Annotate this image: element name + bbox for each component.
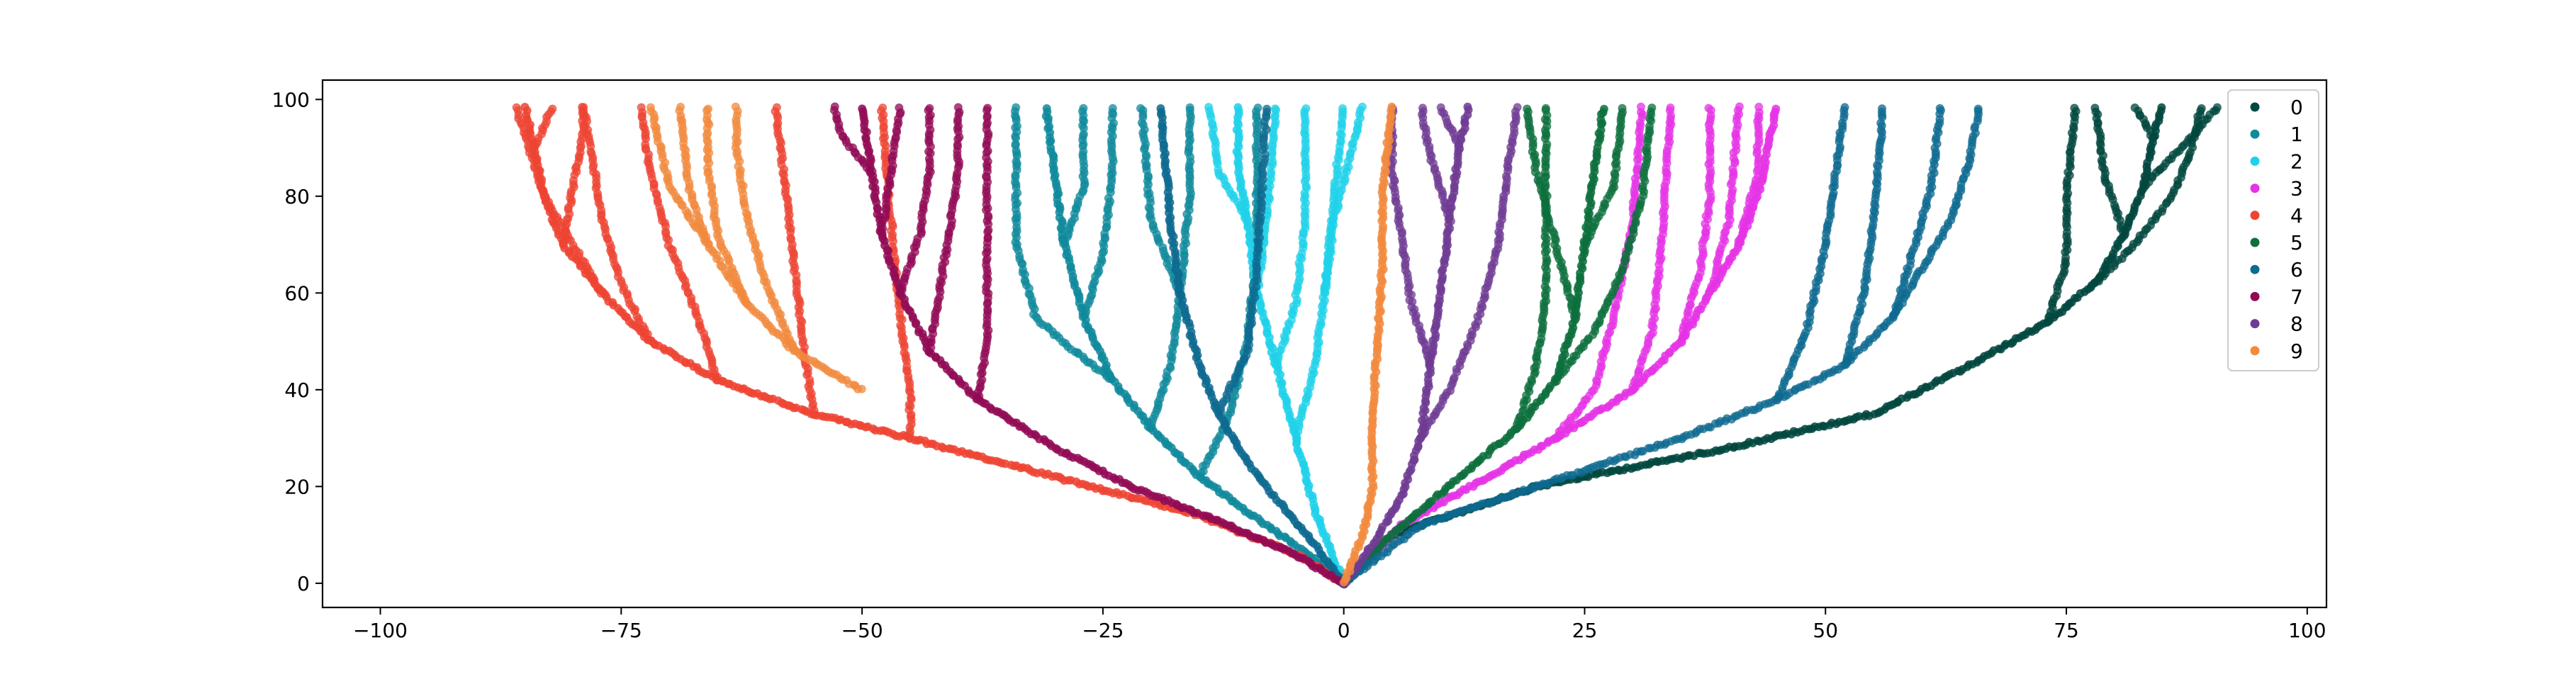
data-point — [1079, 103, 1088, 113]
data-point — [878, 103, 887, 113]
data-point — [1108, 103, 1117, 113]
data-point — [2070, 103, 2079, 113]
data-point — [1012, 103, 1021, 112]
data-point — [772, 103, 782, 112]
data-point — [1387, 102, 1396, 111]
data-point — [895, 103, 904, 113]
data-point — [830, 102, 839, 111]
data-point — [2212, 103, 2222, 112]
data-point — [1436, 103, 1445, 112]
data-point — [1935, 103, 1944, 113]
data-point — [1262, 104, 1272, 113]
data-point — [1357, 102, 1367, 111]
data-point — [1253, 103, 1262, 113]
data-point — [1973, 104, 1983, 113]
data-point — [1301, 104, 1311, 113]
data-point — [548, 104, 557, 113]
data-point — [512, 103, 521, 112]
data-point — [1877, 104, 1887, 113]
data-point — [1599, 104, 1608, 113]
data-point — [1771, 104, 1781, 113]
data-point — [2090, 103, 2100, 113]
data-point — [1754, 102, 1764, 111]
data-point — [1513, 103, 1522, 112]
data-point — [1666, 103, 1675, 113]
data-point — [1523, 104, 1532, 113]
data-point — [1541, 103, 1550, 113]
points-layer — [512, 102, 2222, 589]
data-point — [983, 103, 992, 113]
data-point — [637, 103, 646, 112]
data-point — [2130, 103, 2139, 113]
data-point — [1204, 103, 1214, 112]
data-point — [1636, 102, 1646, 111]
data-point — [1840, 103, 1849, 112]
data-point — [1185, 103, 1194, 112]
data-point — [1647, 103, 1657, 113]
data-point — [2197, 103, 2206, 113]
data-point — [1735, 102, 1744, 111]
data-point — [2157, 103, 2166, 112]
data-point — [1463, 102, 1472, 111]
data-point — [1704, 103, 1713, 113]
data-point — [1233, 103, 1243, 112]
data-point — [578, 103, 587, 112]
data-point — [1042, 103, 1051, 113]
data-point — [1156, 103, 1165, 113]
data-point — [925, 103, 934, 113]
data-point — [1418, 103, 1428, 113]
data-point — [1136, 103, 1146, 113]
data-point — [953, 103, 963, 112]
data-point — [1338, 103, 1348, 113]
data-point — [1270, 104, 1280, 113]
data-point — [858, 104, 867, 113]
data-point — [1618, 103, 1627, 113]
